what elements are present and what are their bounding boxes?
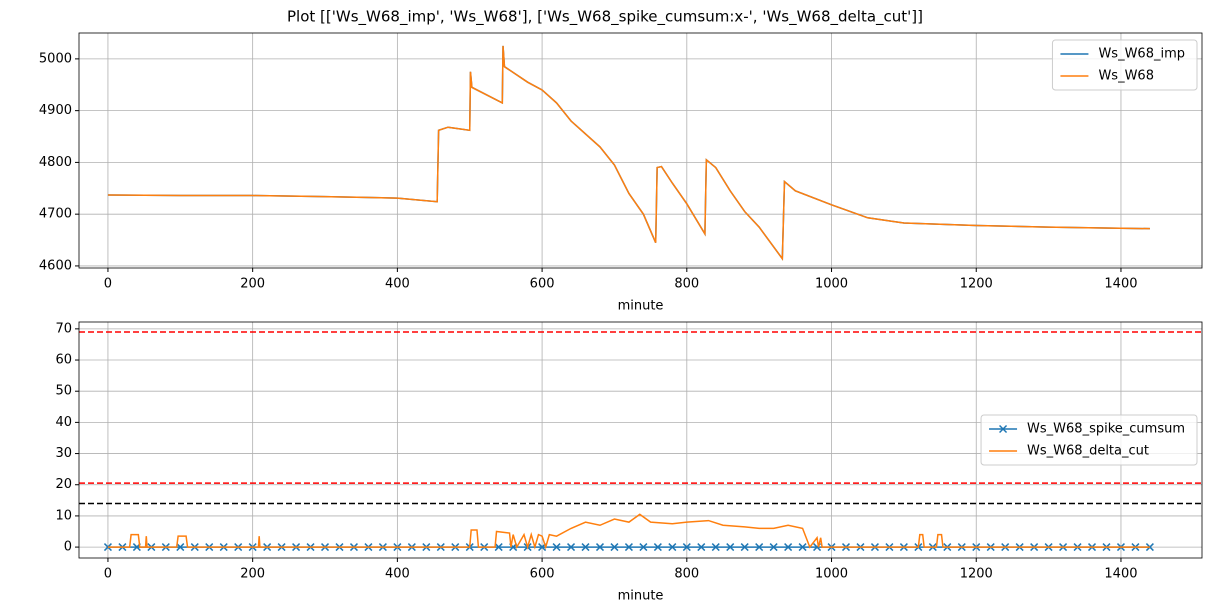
x-axis-label: minute: [618, 589, 664, 604]
legend-marker: [999, 424, 1008, 434]
x-axis-label: minute: [618, 299, 664, 314]
legend-label: Ws_W68_imp: [1098, 47, 1185, 62]
y-tick-label: 40: [55, 415, 72, 430]
marker: [494, 543, 503, 552]
marker: [595, 543, 605, 552]
marker: [624, 543, 633, 552]
marker: [610, 543, 619, 552]
legend-box: [980, 414, 1198, 466]
y-tick-label: 20: [55, 477, 72, 492]
marker: [581, 543, 590, 552]
legend-label: Ws_W68_delta_cut: [1027, 444, 1149, 459]
marker: [697, 543, 706, 552]
x-tick-label: 800: [674, 567, 699, 582]
x-tick-label: 1000: [815, 277, 848, 292]
x-tick-label: 0: [104, 277, 112, 292]
marker: [639, 543, 648, 552]
marker: [726, 543, 735, 552]
marker: [798, 543, 807, 552]
legend-label: Ws_W68_spike_cumsum: [1027, 422, 1185, 437]
y-tick-label: 50: [55, 384, 72, 399]
marker: [740, 543, 749, 552]
x-tick-label: 1200: [960, 567, 993, 582]
y-tick-label: 70: [55, 321, 72, 336]
y-tick-label: 5000: [39, 51, 72, 66]
x-tick-label: 200: [240, 277, 265, 292]
x-tick-label: 200: [240, 567, 265, 582]
series-line: [107, 45, 1150, 261]
marker: [711, 543, 720, 552]
marker: [755, 543, 764, 552]
y-tick-label: 4900: [39, 103, 72, 118]
legend-box: [1051, 39, 1198, 91]
x-tick-label: 400: [385, 277, 410, 292]
marker: [769, 543, 778, 552]
y-tick-label: 10: [55, 508, 72, 523]
marker: [682, 543, 691, 552]
x-tick-label: 800: [674, 277, 699, 292]
marker: [668, 543, 677, 552]
y-tick-label: 60: [55, 353, 72, 368]
axes-frame: [78, 321, 1203, 559]
x-tick-label: 1200: [960, 277, 993, 292]
figure-title: Plot [['Ws_W68_imp', 'Ws_W68'], ['Ws_W68…: [287, 8, 923, 27]
x-tick-label: 1400: [1104, 567, 1137, 582]
x-tick-label: 400: [385, 567, 410, 582]
legend-label: Ws_W68: [1098, 69, 1154, 84]
x-tick-label: 600: [530, 277, 555, 292]
plot-area: [79, 331, 1202, 552]
marker: [567, 543, 576, 552]
legend: Ws_W68_spike_cumsum Ws_W68_delta_cut: [980, 414, 1198, 466]
y-tick-label: 4800: [39, 155, 72, 170]
y-tick-label: 4600: [39, 258, 72, 273]
y-tick-label: 0: [64, 540, 72, 555]
marker: [653, 543, 662, 552]
y-tick-label: 30: [55, 446, 72, 461]
marker: [176, 543, 185, 552]
marker: [552, 543, 561, 552]
x-tick-label: 1000: [815, 567, 848, 582]
x-tick-label: 0: [104, 567, 112, 582]
x-tick-label: 1400: [1104, 277, 1137, 292]
marker: [784, 543, 793, 552]
legend: Ws_W68_imp Ws_W68: [1051, 39, 1198, 91]
plot-area: [107, 45, 1150, 261]
axes-frame: [78, 32, 1203, 269]
x-tick-label: 600: [530, 567, 555, 582]
y-tick-label: 4700: [39, 207, 72, 222]
series-line: [107, 513, 1150, 550]
